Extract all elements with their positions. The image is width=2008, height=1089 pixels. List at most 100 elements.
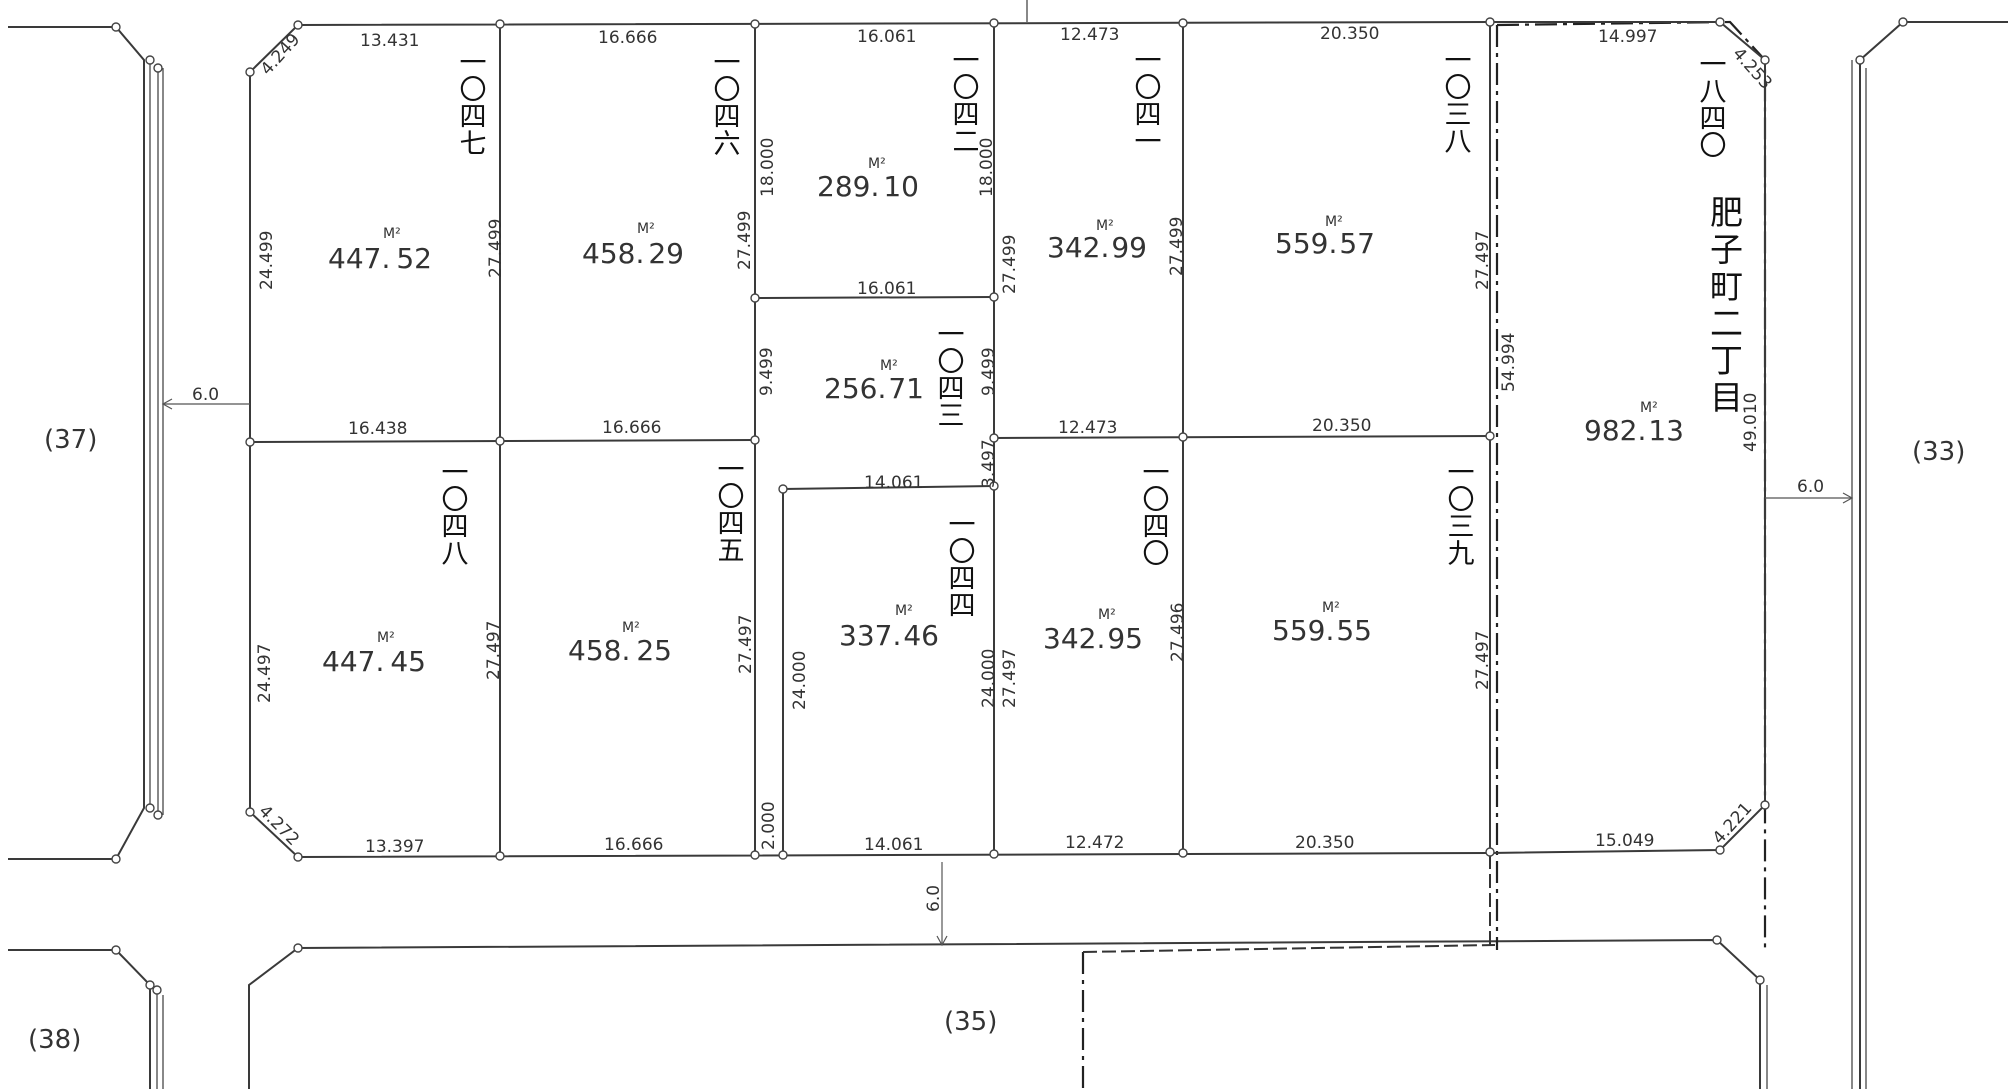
lot-number-1045: 一〇四五 — [713, 455, 744, 563]
map-label: M² — [622, 620, 640, 636]
dim-vertical: 9.499 — [757, 347, 777, 396]
lot-number-1041: 一〇四一 — [1130, 46, 1161, 154]
map-label: 29 — [648, 237, 684, 270]
dim-vertical: 9.499 — [979, 347, 999, 396]
svg-text:447.45: 447. 45 — [322, 645, 426, 678]
map-label: 447. — [322, 645, 384, 678]
dim-horizontal: 12.473 — [1058, 418, 1117, 438]
road-width-east: 6.0 — [1797, 477, 1824, 497]
dim-horizontal: 16.061 — [857, 279, 916, 299]
svg-text:559.55: 559.55 — [1272, 614, 1372, 647]
map-label: 342. — [1047, 231, 1109, 264]
dim-bottom: 14.061 — [864, 835, 923, 855]
map-label: M² — [637, 221, 655, 237]
svg-text:458.25: 458. 25 — [568, 634, 672, 667]
map-label: M² — [377, 630, 395, 646]
dim-top: 13.431 — [360, 31, 419, 51]
dim-horizontal: 20.350 — [1312, 416, 1371, 436]
dim-bottom: 12.472 — [1065, 833, 1124, 853]
dim-vertical: 27.499 — [486, 219, 506, 278]
map-label: 982. — [1584, 414, 1646, 447]
map-label: M² — [1098, 607, 1116, 623]
dim-bottom: 15.049 — [1595, 831, 1654, 851]
svg-text:447.52: 447. 52 — [328, 242, 432, 275]
dim-bottom: 13.397 — [365, 837, 424, 857]
map-label: 458. — [568, 634, 630, 667]
svg-text:559.57: 559.57 — [1275, 227, 1375, 260]
dim-corner: 4.253 — [1728, 44, 1775, 94]
map-label: 337. — [839, 619, 901, 652]
dim-vertical: 54.994 — [1499, 333, 1519, 392]
map-label: 342. — [1043, 622, 1105, 655]
dim-corner: 4.221 — [1709, 799, 1756, 849]
map-label: 559. — [1272, 614, 1334, 647]
map-label: 46 — [903, 619, 939, 652]
svg-text:337.46: 337.46 — [839, 619, 939, 652]
road-lines — [8, 20, 2008, 1089]
lot-number-1044: 一〇四四 — [944, 510, 975, 618]
dim-vertical: 24.499 — [257, 231, 277, 290]
map-label: 52 — [396, 242, 432, 275]
dim-vertical: 24.000 — [790, 651, 810, 710]
dim-vertical: 27.499 — [735, 211, 755, 270]
lot-number-1040: 一〇四〇 — [1138, 458, 1169, 566]
map-label: M² — [868, 156, 886, 172]
lot-number-1039: 一〇三九 — [1443, 458, 1475, 566]
map-label: 289. — [817, 170, 879, 203]
map-label: 99 — [1111, 231, 1147, 264]
dim-vertical: 49.010 — [1741, 393, 1761, 452]
dim-horizontal: 14.061 — [864, 473, 923, 493]
dim-corner: 4.249 — [257, 30, 304, 80]
lot-number-1042: 一〇四二 — [948, 46, 979, 154]
map-label: 256. — [824, 372, 886, 405]
dim-vertical: 2.000 — [759, 801, 779, 850]
dim-vertical: 27.497 — [736, 615, 756, 674]
dim-vertical: 27.497 — [1473, 231, 1493, 290]
map-label: 559. — [1275, 227, 1337, 260]
map-label: M² — [383, 226, 401, 242]
dim-vertical: 3.497 — [979, 439, 999, 488]
block-35: (35) — [944, 1007, 997, 1037]
map-label: M² — [1640, 400, 1658, 416]
dim-vertical: 24.000 — [979, 649, 999, 708]
dim-horizontal: 16.666 — [602, 418, 661, 438]
dim-top: 12.473 — [1060, 25, 1119, 45]
lot-number-1047: 一〇四七 — [455, 48, 486, 156]
dim-bottom: 16.666 — [604, 835, 663, 855]
map-label: M² — [1096, 218, 1114, 234]
dim-vertical: 27.499 — [1000, 235, 1020, 294]
svg-text:342.95: 342.95 — [1043, 622, 1143, 655]
lot-number-1038: 一〇三八 — [1440, 46, 1472, 154]
svg-text:289.10: 289. 10 — [817, 170, 919, 203]
block-labels: (37) (33) (38) (35) — [28, 425, 1965, 1055]
block-33: (33) — [1912, 437, 1965, 467]
svg-text:256.71: 256.71 — [824, 372, 924, 405]
map-label: M² — [895, 603, 913, 619]
dim-top: 20.350 — [1320, 24, 1379, 44]
dim-top: 16.061 — [857, 27, 916, 47]
map-label: 458. — [582, 237, 644, 270]
block-37: (37) — [44, 425, 97, 455]
road-width-west: 6.0 — [192, 385, 219, 405]
map-label: 10 — [883, 170, 919, 203]
dim-top: 16.666 — [598, 28, 657, 48]
town-name: 肥子町二丁目 — [1705, 195, 1744, 417]
dim-vertical: 27.497 — [1000, 649, 1020, 708]
dim-top: 14.997 — [1598, 27, 1657, 47]
dim-vertical: 27.496 — [1168, 603, 1188, 662]
map-label: 57 — [1339, 227, 1375, 260]
map-label: M² — [1325, 214, 1343, 230]
lot-number-1043: 一〇四三 — [933, 320, 964, 428]
